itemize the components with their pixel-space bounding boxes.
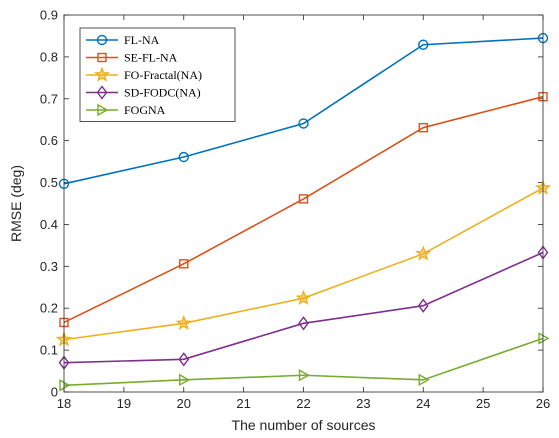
data-point	[418, 39, 429, 50]
x-tick-label: 24	[416, 396, 430, 411]
y-tick-label: 0.6	[40, 133, 58, 148]
legend-label: SD-FODC(NA)	[124, 86, 201, 100]
y-tick-label: 0.2	[40, 301, 58, 316]
data-point	[418, 373, 430, 387]
x-tick-label: 21	[236, 396, 250, 411]
series-layer	[55, 32, 552, 392]
legend-entry: FL-NA	[86, 33, 160, 47]
series-line	[63, 251, 544, 364]
y-tick-label: 0.5	[40, 175, 58, 190]
data-point	[538, 332, 550, 345]
legend-marker	[97, 52, 107, 63]
y-tick-label: 0	[51, 385, 58, 400]
data-point	[179, 259, 189, 269]
series-line	[63, 37, 544, 185]
y-tick-label: 0.4	[40, 217, 58, 232]
data-point	[178, 151, 189, 163]
y-tick-label: 0.9	[40, 8, 58, 23]
legend-label: FL-NA	[124, 33, 160, 47]
series-FOGNA	[59, 332, 550, 392]
legend-label: SE-FL-NA	[124, 51, 178, 65]
data-point	[298, 369, 310, 382]
y-axis-label: RMSE (deg)	[8, 165, 24, 242]
legend-entry: SE-FL-NA	[86, 51, 178, 65]
legend-entry: FO-Fractal(NA)	[86, 66, 202, 82]
legend-marker	[96, 34, 108, 46]
x-tick-label: 23	[356, 396, 370, 411]
series-line	[63, 95, 544, 324]
series-FO-Fractal(NA)	[55, 179, 552, 347]
data-point	[415, 245, 432, 261]
series-SE-FL-NA	[59, 91, 548, 328]
data-point	[295, 289, 312, 305]
x-axis-label: The number of sources	[232, 417, 376, 433]
series-SD-FODC(NA)	[58, 245, 549, 370]
legend-marker	[96, 85, 108, 100]
y-tick-label: 0.3	[40, 259, 58, 274]
data-point	[298, 316, 309, 331]
data-point	[59, 379, 71, 392]
legend: FL-NA SE-FL-NA FO-Fractal(NA) SD-FODC(NA) FO…	[79, 27, 236, 122]
ticks-layer: 18 19 20 21 22 23 24 25 26 0 0.1 0.2 0.3 0.4 0.5 0.6 0.7…	[40, 8, 550, 412]
series-line	[63, 337, 544, 387]
data-point	[298, 118, 309, 129]
legend-label: FO-Fractal(NA)	[124, 68, 202, 82]
data-point	[178, 352, 190, 367]
data-point	[418, 122, 428, 133]
plot-frame	[63, 14, 544, 393]
x-tick-label: 25	[476, 396, 490, 411]
legend-marker	[97, 103, 109, 117]
legend-marker	[93, 66, 111, 82]
data-point	[298, 194, 309, 204]
x-tick-label: 19	[117, 396, 131, 411]
data-point	[179, 373, 191, 387]
legend-entry: SD-FODC(NA)	[86, 85, 201, 100]
x-tick-label: 26	[536, 396, 550, 411]
legend-label: FOGNA	[124, 103, 166, 117]
y-tick-label: 0.1	[40, 343, 58, 358]
data-point	[417, 298, 429, 313]
y-tick-label: 0.7	[40, 91, 58, 106]
legend-entry: FOGNA	[86, 103, 166, 117]
data-point	[175, 314, 192, 331]
x-tick-label: 18	[57, 396, 71, 411]
y-tick-label: 0.8	[40, 49, 58, 64]
x-tick-label: 20	[177, 396, 191, 411]
x-tick-label: 22	[296, 396, 310, 411]
